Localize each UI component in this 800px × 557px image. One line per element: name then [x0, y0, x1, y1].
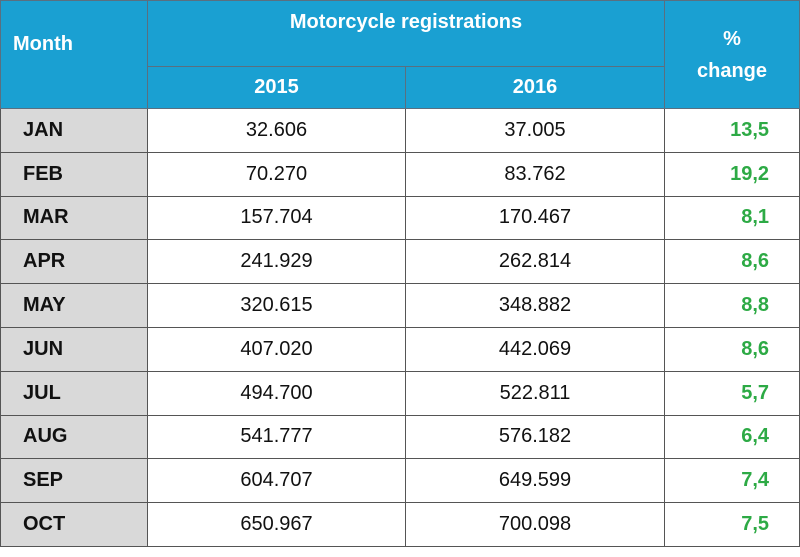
month-cell: MAY — [0, 283, 148, 328]
value-2015-cell: 320.615 — [147, 283, 406, 328]
value-2015-cell: 494.700 — [147, 370, 406, 416]
change-cell: 6,4 — [664, 414, 800, 460]
month-cell: OCT — [0, 502, 148, 547]
table-row: FEB 70.270 83.762 19,2 — [0, 151, 800, 197]
value-2016-cell: 522.811 — [404, 370, 666, 416]
month-cell: APR — [0, 239, 148, 285]
value-2015-cell: 70.270 — [147, 151, 406, 197]
change-header-text: % change — [697, 27, 768, 82]
value-2015-cell: 407.020 — [147, 326, 406, 372]
change-cell: 8,1 — [664, 195, 800, 241]
value-2016-cell: 649.599 — [404, 458, 666, 504]
value-2015-cell: 157.704 — [147, 195, 406, 241]
change-cell: 13,5 — [664, 108, 800, 153]
value-2016-cell: 37.005 — [404, 108, 666, 153]
change-cell: 7,5 — [664, 502, 800, 547]
value-2016-cell: 442.069 — [404, 326, 666, 372]
month-cell: JUN — [0, 326, 148, 372]
change-cell: 7,4 — [664, 458, 800, 504]
change-cell: 8,8 — [664, 283, 800, 328]
header-row: 2015 2016 — [1, 66, 800, 109]
change-cell: 8,6 — [664, 326, 800, 372]
year-header: 2015 — [147, 66, 406, 109]
table-row: JUN 407.020 442.069 8,6 — [0, 326, 800, 372]
value-2016-cell: 170.467 — [404, 195, 666, 241]
table-row: SEP 604.707 649.599 7,4 — [0, 458, 800, 504]
value-2016-cell: 83.762 — [404, 151, 666, 197]
table-row: APR 241.929 262.814 8,6 — [0, 239, 800, 285]
month-cell: SEP — [0, 458, 148, 504]
table-row: AUG 541.777 576.182 6,4 — [0, 414, 800, 460]
value-2016-cell: 348.882 — [404, 283, 666, 328]
year-header: 2016 — [404, 66, 666, 109]
table-row: OCT 650.967 700.098 7,5 — [0, 502, 800, 547]
value-2015-cell: 241.929 — [147, 239, 406, 285]
value-2016-cell: 576.182 — [404, 414, 666, 460]
table-row: MAR 157.704 170.467 8,1 — [0, 195, 800, 241]
month-cell: FEB — [0, 151, 148, 197]
change-cell: 5,7 — [664, 370, 800, 416]
month-cell: AUG — [0, 414, 148, 460]
value-2015-cell: 604.707 — [147, 458, 406, 504]
table-body: JAN 32.606 37.005 13,5 FEB 70.270 83.762 19,2 MA… — [0, 108, 800, 547]
month-cell: JAN — [0, 108, 148, 153]
change-cell: 19,2 — [664, 151, 800, 197]
value-2015-cell: 32.606 — [147, 108, 406, 153]
table-row: JAN 32.606 37.005 13,5 — [0, 108, 800, 153]
table-row: MAY 320.615 348.882 8,8 — [0, 283, 800, 328]
value-2015-cell: 541.777 — [147, 414, 406, 460]
value-2015-cell: 650.967 — [147, 502, 406, 547]
month-cell: JUL — [0, 370, 148, 416]
group-header: Motorcycle registrations — [146, 0, 666, 67]
month-header: Month — [0, 0, 148, 109]
header-row: Month Motorcycle registrations % change — [0, 0, 800, 109]
table-header: Month Motorcycle registrations % change … — [0, 0, 800, 109]
change-cell: 8,6 — [664, 239, 800, 285]
value-2016-cell: 262.814 — [404, 239, 666, 285]
table-row: JUL 494.700 522.811 5,7 — [0, 370, 800, 416]
month-cell: MAR — [0, 195, 148, 241]
change-header: % change — [664, 0, 800, 109]
value-2016-cell: 700.098 — [404, 502, 666, 547]
